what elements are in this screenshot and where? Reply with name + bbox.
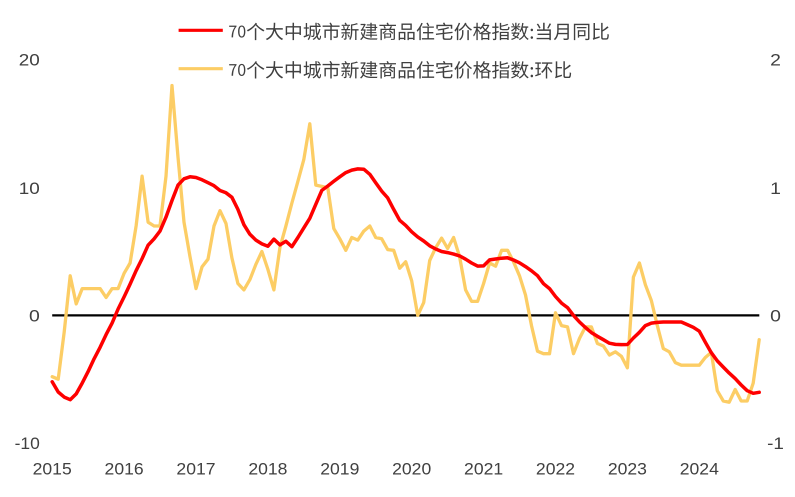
svg-text:2017: 2017	[176, 460, 215, 479]
svg-text:2019: 2019	[320, 460, 359, 479]
svg-text:2021: 2021	[464, 460, 503, 479]
svg-text:2: 2	[770, 51, 781, 70]
svg-text:2023: 2023	[608, 460, 647, 479]
svg-text:1: 1	[770, 179, 781, 198]
svg-text:20: 20	[19, 51, 40, 70]
svg-text:2024: 2024	[680, 460, 719, 479]
svg-text:0: 0	[770, 306, 781, 325]
svg-text:-1: -1	[767, 434, 784, 453]
svg-text:-10: -10	[15, 434, 40, 453]
svg-text:2016: 2016	[105, 460, 144, 479]
svg-text:0: 0	[29, 306, 40, 325]
svg-text:10: 10	[19, 179, 40, 198]
svg-text:2020: 2020	[392, 460, 431, 479]
svg-text:2015: 2015	[33, 460, 72, 479]
svg-text:2022: 2022	[536, 460, 575, 479]
svg-text:2018: 2018	[248, 460, 287, 479]
